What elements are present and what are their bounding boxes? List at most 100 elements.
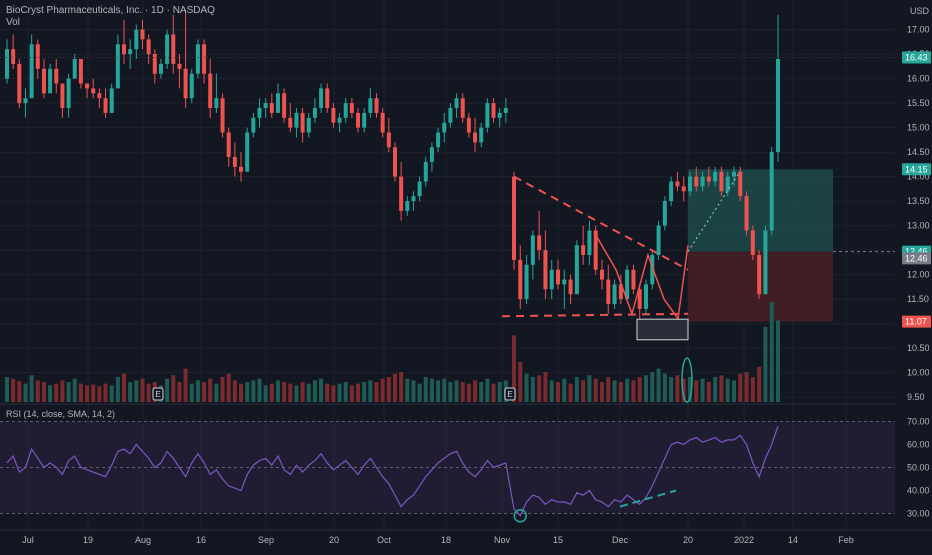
volume-bar [134, 380, 139, 402]
volume-bar [337, 383, 342, 402]
volume-bar [23, 383, 28, 402]
candle-body [392, 147, 397, 177]
price-tick-label: 15.50 [907, 98, 930, 108]
time-tick-label: 16 [196, 535, 206, 545]
volume-bar [349, 385, 354, 402]
candle-body [23, 98, 28, 104]
symbol-title[interactable]: BioCryst Pharmaceuticals, Inc. · 1D · NA… [6, 5, 215, 16]
long-position-target-zone[interactable] [688, 169, 833, 252]
volume-bar [537, 375, 542, 402]
price-tag-label: 11.07 [905, 317, 927, 327]
volume-bar [171, 375, 176, 402]
volume-bar [669, 377, 674, 402]
candle-body [300, 112, 305, 133]
volume-bar [662, 373, 667, 402]
candle-body [625, 269, 630, 300]
falling-wedge-upper-line [513, 175, 689, 271]
volume-bar [60, 380, 65, 402]
candle-body [644, 284, 648, 309]
volume-bar [530, 377, 535, 402]
candle-body [399, 176, 404, 211]
volume-bar [17, 381, 22, 402]
time-tick-label: Oct [377, 535, 392, 545]
candle-body [448, 108, 453, 123]
volume-bar [5, 377, 9, 402]
candle-body [454, 98, 459, 108]
volume-bar [612, 380, 617, 402]
time-tick-label: Sep [258, 535, 274, 545]
candle-body [568, 279, 573, 295]
time-tick-label: Dec [612, 535, 629, 545]
candle-body [694, 176, 699, 187]
volume-bar [600, 382, 604, 402]
candle-body [380, 112, 385, 133]
price-tick-label: 10.00 [907, 368, 930, 378]
volume-bar [189, 383, 194, 402]
volume-bar [479, 382, 484, 402]
volume-bar [140, 378, 145, 402]
rsi-divergence-line [619, 489, 677, 508]
candle-body [29, 44, 34, 99]
candle-body [600, 269, 604, 280]
candle-body [479, 127, 484, 143]
volume-bar [549, 380, 554, 402]
candle-body [245, 132, 250, 172]
candle-body [189, 73, 194, 99]
volume-bar [48, 385, 53, 402]
price-tag-label: 12.46 [905, 253, 928, 263]
candle-body [460, 98, 465, 118]
volume-bar [208, 378, 213, 402]
candle-body [606, 279, 611, 304]
candle-body [195, 44, 200, 74]
volume-bar [257, 378, 262, 402]
candle-body [485, 103, 490, 128]
candle-body [48, 68, 53, 94]
candle-body [612, 284, 617, 304]
time-axis[interactable]: Jul 19 Aug 16 Sep 20 Oct 18 Nov 15 Dec 20 2022 14 Feb [0, 529, 932, 545]
price-axis[interactable]: USD17.0016.5016.0015.5015.0014.5014.0013… [895, 0, 932, 550]
candle-body [362, 112, 367, 128]
volume-bar [312, 380, 317, 402]
candle-body [637, 289, 642, 309]
volume-bar [331, 385, 336, 402]
candle-body [769, 152, 774, 231]
candle-body [109, 88, 114, 113]
pattern-drawings[interactable] [0, 57, 895, 341]
time-tick-label: Aug [135, 535, 151, 545]
volume-bar [11, 378, 16, 402]
candle-body [719, 171, 724, 192]
candle-body [738, 171, 743, 197]
price-tag [902, 51, 931, 64]
volume-legend[interactable]: Vol [6, 17, 20, 28]
candle-body [593, 230, 598, 270]
candle-body [208, 73, 213, 108]
price-tick-label: 13.50 [907, 196, 930, 206]
volume-bar [606, 377, 611, 402]
volume-bar [694, 380, 699, 402]
volume-bar [618, 382, 623, 402]
price-tick-label: 16.00 [907, 74, 930, 84]
candle-body [128, 49, 133, 55]
volume-bar [574, 377, 579, 402]
candle-body [537, 235, 542, 251]
candle-body [183, 68, 188, 99]
volume-bar [466, 383, 471, 402]
candle-body [91, 88, 96, 94]
candle-body [549, 269, 554, 290]
candle-body [269, 103, 274, 113]
candle-body [177, 63, 182, 69]
candle-body [343, 103, 348, 118]
volume-bar [700, 378, 705, 402]
candle-body [436, 132, 441, 148]
candle-body [713, 171, 718, 182]
candle-body [152, 54, 157, 74]
volume-bar [374, 382, 379, 402]
volume-bar [763, 327, 768, 402]
volume-bar [491, 383, 496, 402]
volume-bar [656, 368, 661, 402]
volume-bar [294, 385, 299, 402]
volume-bar [362, 382, 367, 402]
rsi-indicator-title[interactable]: RSI (14, close, SMA, 14, 2) [6, 409, 116, 419]
